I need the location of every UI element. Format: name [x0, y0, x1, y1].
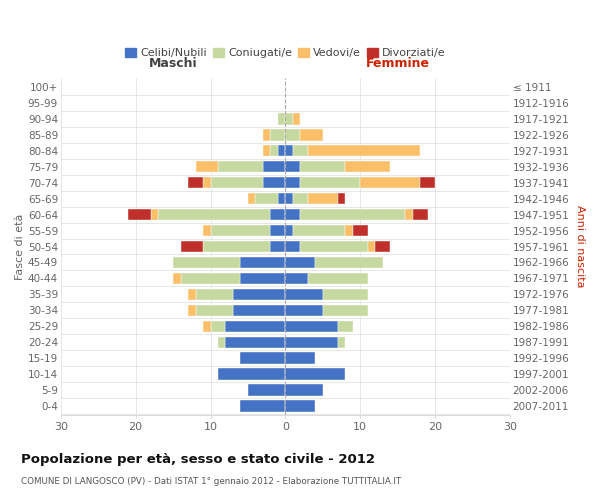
Bar: [293, 225, 345, 236]
Bar: [286, 384, 323, 396]
Bar: [173, 272, 181, 284]
Bar: [286, 288, 323, 300]
Bar: [286, 352, 316, 364]
Bar: [301, 241, 368, 252]
Bar: [271, 129, 286, 140]
Bar: [286, 304, 323, 316]
Bar: [278, 113, 286, 124]
Bar: [293, 113, 301, 124]
Bar: [233, 288, 286, 300]
Bar: [420, 177, 435, 188]
Bar: [241, 256, 286, 268]
Bar: [241, 272, 286, 284]
Bar: [301, 177, 360, 188]
Bar: [263, 129, 271, 140]
Text: Popolazione per età, sesso e stato civile - 2012: Popolazione per età, sesso e stato civil…: [21, 452, 375, 466]
Bar: [375, 241, 390, 252]
Bar: [226, 336, 286, 348]
Bar: [286, 129, 301, 140]
Bar: [173, 256, 241, 268]
Bar: [271, 145, 278, 156]
Bar: [323, 304, 368, 316]
Bar: [286, 177, 301, 188]
Bar: [286, 113, 293, 124]
Bar: [308, 272, 368, 284]
Bar: [308, 193, 338, 204]
Bar: [241, 400, 286, 412]
Bar: [233, 304, 286, 316]
Bar: [286, 256, 316, 268]
Bar: [338, 193, 345, 204]
Bar: [316, 256, 383, 268]
Bar: [278, 145, 286, 156]
Bar: [128, 209, 151, 220]
Bar: [286, 161, 301, 172]
Bar: [345, 161, 390, 172]
Bar: [151, 209, 158, 220]
Bar: [338, 320, 353, 332]
Bar: [181, 272, 241, 284]
Bar: [286, 368, 345, 380]
Bar: [203, 320, 211, 332]
Bar: [413, 209, 428, 220]
Bar: [293, 193, 308, 204]
Bar: [203, 177, 211, 188]
Bar: [218, 161, 263, 172]
Bar: [188, 177, 203, 188]
Y-axis label: Fasce di età: Fasce di età: [15, 214, 25, 280]
Bar: [218, 336, 226, 348]
Bar: [286, 145, 293, 156]
Bar: [263, 145, 271, 156]
Bar: [360, 177, 420, 188]
Bar: [211, 225, 271, 236]
Bar: [263, 177, 286, 188]
Bar: [188, 288, 196, 300]
Bar: [248, 193, 256, 204]
Bar: [286, 209, 301, 220]
Bar: [286, 320, 338, 332]
Legend: Celibi/Nubili, Coniugati/e, Vedovi/e, Divorziati/e: Celibi/Nubili, Coniugati/e, Vedovi/e, Di…: [121, 44, 451, 62]
Bar: [286, 272, 308, 284]
Bar: [203, 241, 271, 252]
Y-axis label: Anni di nascita: Anni di nascita: [575, 206, 585, 288]
Bar: [301, 161, 345, 172]
Bar: [286, 241, 301, 252]
Bar: [345, 225, 353, 236]
Bar: [338, 336, 345, 348]
Bar: [323, 288, 368, 300]
Bar: [353, 225, 368, 236]
Bar: [286, 225, 293, 236]
Text: Femmine: Femmine: [365, 56, 430, 70]
Bar: [181, 241, 203, 252]
Bar: [286, 193, 293, 204]
Bar: [301, 129, 323, 140]
Bar: [271, 225, 286, 236]
Bar: [286, 336, 338, 348]
Bar: [256, 193, 278, 204]
Bar: [218, 368, 286, 380]
Bar: [271, 209, 286, 220]
Bar: [196, 304, 233, 316]
Bar: [286, 400, 316, 412]
Bar: [211, 177, 263, 188]
Bar: [301, 209, 405, 220]
Bar: [271, 241, 286, 252]
Bar: [158, 209, 271, 220]
Bar: [278, 193, 286, 204]
Bar: [293, 145, 308, 156]
Bar: [241, 352, 286, 364]
Bar: [196, 288, 233, 300]
Text: Maschi: Maschi: [149, 56, 197, 70]
Bar: [368, 241, 375, 252]
Bar: [196, 161, 218, 172]
Bar: [308, 145, 420, 156]
Bar: [226, 320, 286, 332]
Bar: [188, 304, 196, 316]
Bar: [405, 209, 413, 220]
Bar: [248, 384, 286, 396]
Text: COMUNE DI LANGOSCO (PV) - Dati ISTAT 1° gennaio 2012 - Elaborazione TUTTITALIA.I: COMUNE DI LANGOSCO (PV) - Dati ISTAT 1° …: [21, 477, 401, 486]
Bar: [211, 320, 226, 332]
Bar: [203, 225, 211, 236]
Bar: [263, 161, 286, 172]
